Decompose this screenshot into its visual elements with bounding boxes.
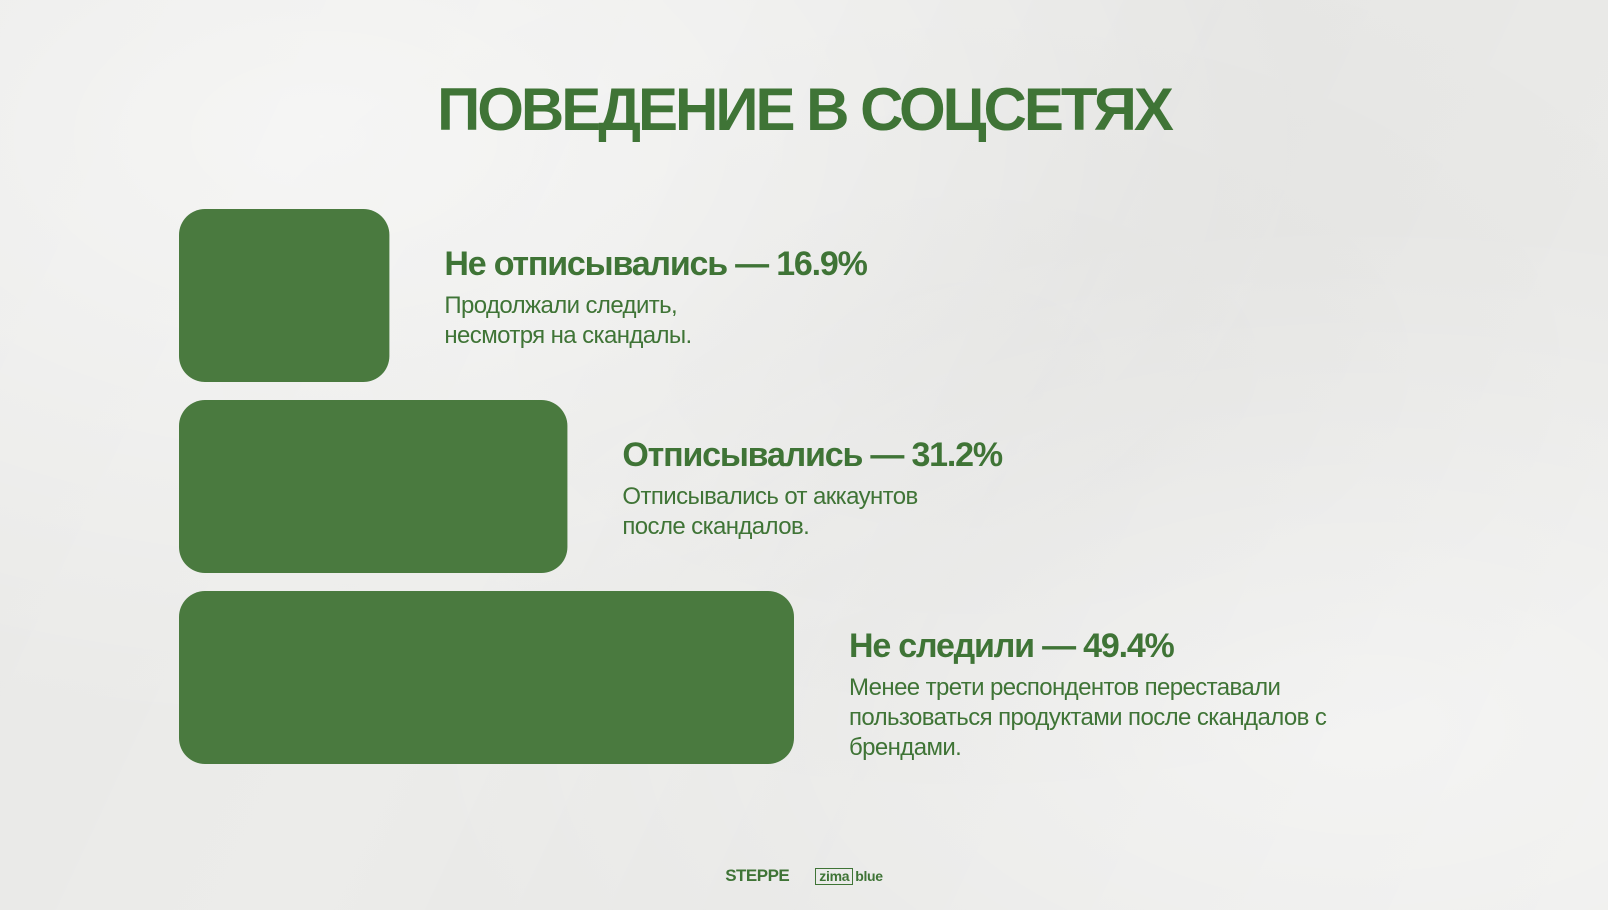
bar-description-1-line-2: несмотря на скандалы. bbox=[444, 322, 691, 349]
bar-description-1-line-1: Продолжали следить, bbox=[444, 292, 677, 319]
bar-description-3-line-2: пользоваться продуктами после скандалов … bbox=[849, 704, 1327, 731]
bar-description-2-line-2: после скандалов. bbox=[622, 513, 809, 540]
bar-description-3-line-1: Менее трети респондентов переставали bbox=[849, 674, 1280, 701]
bar-label-2: Отписывались — 31.2% bbox=[622, 436, 1002, 474]
bar-3 bbox=[179, 591, 794, 764]
bar-description-3-line-3: брендами. bbox=[849, 734, 961, 761]
footer-logos: STEPPE zima blue bbox=[0, 866, 1608, 886]
bar-2 bbox=[179, 400, 568, 573]
page-title: ПОВЕДЕНИЕ В СОЦСЕТЯХ bbox=[437, 76, 1174, 143]
blue-logo-text: blue bbox=[855, 868, 883, 884]
zima-logo-box: zima bbox=[815, 867, 854, 885]
zima-blue-logo: zima blue bbox=[815, 867, 883, 885]
bar-description-2-line-1: Отписывались от аккаунтов bbox=[622, 483, 917, 510]
bar-label-3: Не следили — 49.4% bbox=[849, 627, 1175, 665]
bar-chart: Не отписывались — 16.9% Продолжали следит… bbox=[179, 209, 1327, 764]
bar-1 bbox=[179, 209, 390, 382]
bar-label-1: Не отписывались — 16.9% bbox=[444, 245, 867, 283]
steppe-logo: STEPPE bbox=[725, 866, 790, 885]
